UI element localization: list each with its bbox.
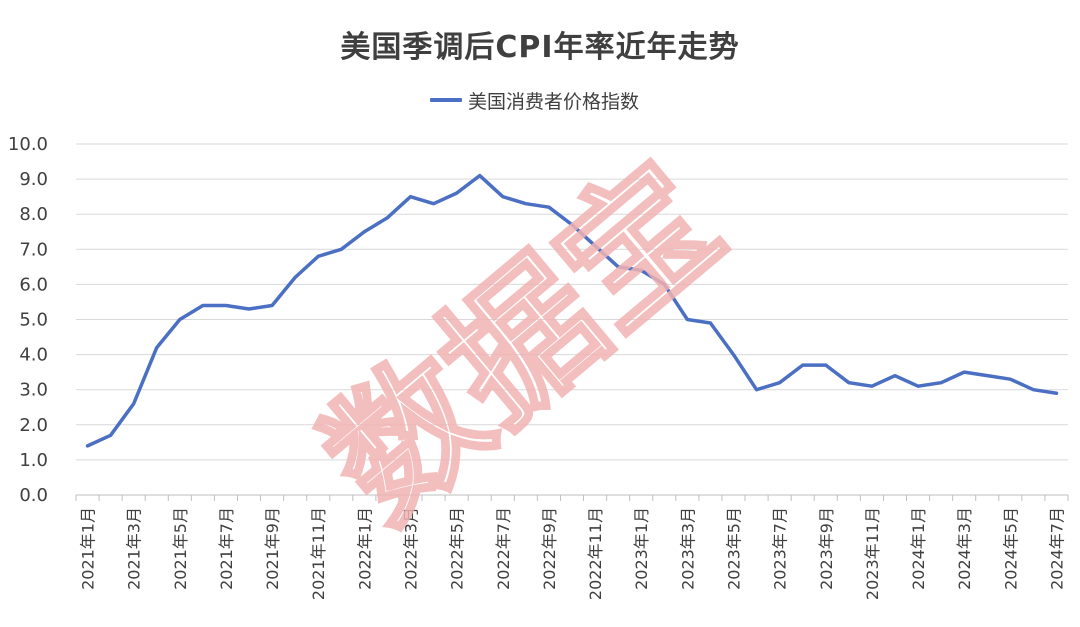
legend-label: 美国消费者价格指数 [468, 90, 640, 113]
y-tick-label: 2.0 [19, 415, 48, 436]
x-tick-label: 2022年5月 [448, 507, 467, 590]
x-tick-label: 2022年1月 [355, 507, 374, 590]
x-tick-label: 2021年1月 [79, 507, 98, 590]
x-tick-label: 2021年3月 [125, 507, 144, 590]
x-tick-label: 2021年7月 [217, 507, 236, 590]
legend: 美国消费者价格指数 [430, 88, 640, 113]
y-tick-label: 8.0 [19, 204, 48, 225]
x-tick-label: 2022年11月 [586, 507, 605, 600]
y-tick-label: 7.0 [19, 239, 48, 260]
legend-line-swatch [430, 98, 462, 102]
y-tick-label: 5.0 [19, 310, 48, 331]
y-tick-label: 4.0 [19, 345, 48, 366]
x-tick-label: 2023年5月 [724, 507, 743, 590]
y-tick-label: 3.0 [19, 380, 48, 401]
y-tick-label: 1.0 [19, 450, 48, 471]
x-tick-label: 2023年7月 [771, 507, 790, 590]
x-tick-label: 2022年3月 [402, 507, 421, 590]
x-tick-label: 2022年7月 [494, 507, 513, 590]
x-tick-label: 2024年1月 [909, 507, 928, 590]
x-tick-label: 2021年11月 [309, 507, 328, 600]
x-tick-label: 2023年3月 [678, 507, 697, 590]
x-tick-label: 2024年7月 [1047, 507, 1066, 590]
y-tick-label: 10.0 [8, 134, 48, 155]
y-tick-label: 0.0 [19, 485, 48, 506]
chart-title: 美国季调后CPI年率近年走势 [340, 30, 740, 65]
x-tick-label: 2021年5月 [171, 507, 190, 590]
x-tick-label: 2023年9月 [817, 507, 836, 590]
x-tick-label: 2023年11月 [863, 507, 882, 600]
y-tick-label: 9.0 [19, 169, 48, 190]
series-line [85, 173, 1059, 448]
x-tick-label: 2021年9月 [263, 507, 282, 590]
x-tick-label: 2024年5月 [1001, 507, 1020, 590]
x-tick-label: 2024年3月 [955, 507, 974, 590]
x-tick-label: 2023年1月 [632, 507, 651, 590]
x-tick-label: 2022年9月 [540, 507, 559, 590]
y-tick-label: 6.0 [19, 274, 48, 295]
